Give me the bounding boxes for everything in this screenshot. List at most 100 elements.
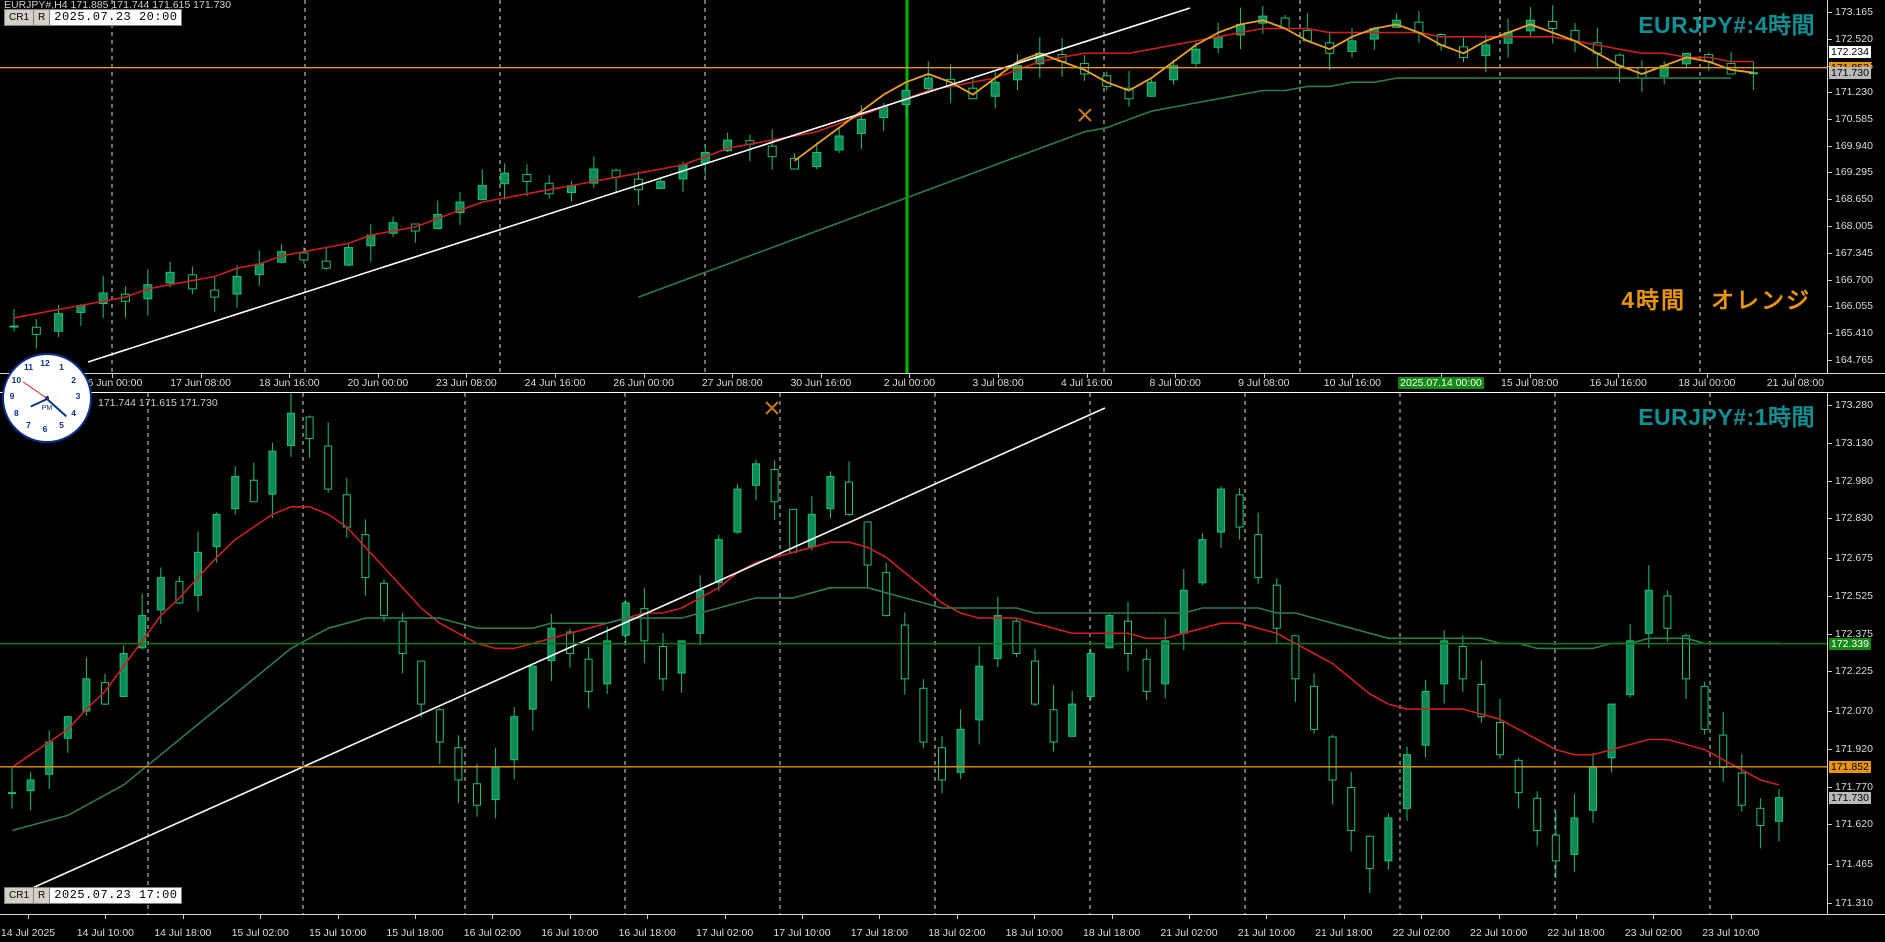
candle-body [733, 488, 742, 533]
time-axis-tick-mark [732, 374, 734, 378]
tick-mark [1828, 557, 1832, 559]
candle-body [1347, 787, 1356, 832]
time-axis-tick-label: 16 Jul 16:00 [1589, 377, 1647, 389]
cross-object-marker[interactable] [765, 401, 779, 415]
candle-body [1086, 653, 1095, 697]
tick-mark [1828, 442, 1832, 444]
candle-body [361, 534, 370, 579]
candle-body [956, 728, 965, 773]
tick-mark [1828, 633, 1832, 635]
chart-plot-area-h4[interactable] [0, 0, 1828, 374]
crosshair-r-button-h4[interactable]: R [33, 9, 50, 26]
candle-body [826, 475, 835, 510]
time-axis-tick-mark [466, 374, 468, 378]
tick-mark [1828, 902, 1832, 904]
time-axis-tick-mark [105, 915, 107, 919]
price-axis-tick: 166.700 [1828, 274, 1885, 286]
trendline[interactable] [87, 7, 1191, 363]
price-axis-tick-label: 166.055 [1835, 300, 1873, 313]
candle-body [1514, 759, 1523, 794]
clock-hour-numeral: 4 [71, 407, 76, 418]
candle-body [268, 450, 277, 495]
candle-body [1213, 36, 1223, 48]
time-axis-tick-label: 30 Jun 16:00 [790, 377, 852, 389]
price-axis-tick-label: 167.345 [1835, 246, 1873, 259]
time-axis-tick-label: 8 Jul 00:00 [1149, 377, 1201, 389]
time-axis-tick-mark [1111, 915, 1113, 919]
candle-body [975, 665, 984, 721]
candle-body [321, 260, 331, 269]
candle-body [812, 151, 822, 168]
candle-body [473, 783, 481, 806]
crosshair-datetime-box-h4[interactable]: CR1 R 2025.07.23 20:00 [4, 9, 183, 26]
crosshair-mode-button-h4[interactable]: CR1 [4, 9, 34, 26]
chart-plot-area-h1[interactable] [0, 393, 1828, 915]
candle-body [1533, 797, 1542, 832]
candle-body [1105, 615, 1114, 649]
time-axis-h1[interactable]: 14 Jul 2025 14 Jul 10:00 14 Jul 18:00 15 Ju… [0, 914, 1885, 942]
ma-line-red [13, 27, 1754, 319]
tick-mark [1828, 252, 1832, 254]
tick-mark [1828, 595, 1832, 597]
crosshair-r-button-h1[interactable]: R [33, 887, 50, 904]
crosshair-mode-button-h1[interactable]: CR1 [4, 887, 34, 904]
price-level-label-green[interactable]: 172.339 [1829, 637, 1871, 650]
candle-body [723, 139, 733, 152]
candle-body [26, 779, 35, 792]
candle-body [1049, 709, 1058, 743]
chart-pane-h1[interactable]: 171.744 171.615 171.730 EURJPY#:1時間 １時間 … [0, 393, 1885, 942]
clock-hour-numeral: 12 [40, 358, 50, 368]
candle-body [1663, 595, 1672, 629]
candle-body [528, 665, 537, 710]
time-axis-tick-label: 16 Jun 00:00 [81, 377, 143, 389]
candle-body [232, 275, 242, 295]
price-axis-h4[interactable]: 173.165172.520171.875171.230170.585169.9… [1827, 0, 1885, 374]
price-level-label-grey[interactable]: 171.730 [1829, 66, 1871, 79]
chart-pane-h4[interactable]: EURJPY#,H4 171.885 171.744 171.615 171.7… [0, 0, 1885, 393]
analog-clock-widget: PM 12 1 2 3 4 5 6 7 8 9 10 11 [2, 353, 92, 443]
candle-body [9, 325, 19, 328]
candle-body [1551, 834, 1560, 862]
trendline[interactable] [9, 407, 1106, 899]
time-axis-tick-mark [724, 915, 726, 919]
time-axis-tick-mark [956, 915, 958, 919]
candle-body [324, 445, 333, 490]
time-axis-tick-label: 14 Jul 18:00 [154, 927, 212, 939]
candle-body [1496, 721, 1504, 756]
candle-body [1737, 772, 1746, 806]
time-axis-tick-mark [1706, 374, 1708, 378]
price-level-label-grey[interactable]: 171.730 [1829, 791, 1871, 804]
price-level-label-orange[interactable]: 171.852 [1829, 760, 1871, 773]
tick-mark [1828, 671, 1832, 673]
crosshair-datetime-box-h1[interactable]: CR1 R 2025.07.23 17:00 [4, 887, 183, 904]
price-axis-tick: 171.920 [1828, 742, 1885, 755]
tick-mark [1828, 824, 1832, 826]
time-axis-tick-mark [492, 915, 494, 919]
price-axis-tick-label: 168.650 [1835, 193, 1873, 206]
candle-body [790, 157, 799, 170]
candle-body [98, 292, 108, 305]
candle-body [919, 687, 928, 743]
time-axis-tick-mark [643, 374, 645, 378]
time-axis-tick-mark [998, 374, 999, 378]
time-axis-tick-label: 18 Jun 16:00 [258, 377, 320, 389]
candle-body [1142, 658, 1151, 692]
cross-object-marker[interactable] [1078, 108, 1092, 122]
candle-body [398, 620, 407, 655]
price-axis-tick-label: 172.520 [1835, 33, 1873, 46]
price-axis-h1[interactable]: 173.280 173.130 172.980 172.830 172.675 172.5… [1827, 393, 1885, 915]
clock-second-hand [22, 381, 48, 399]
tick-mark [1828, 172, 1832, 174]
time-axis-tick-label: 4 Jul 16:00 [1060, 377, 1113, 389]
price-level-label-white[interactable]: 172.234 [1829, 45, 1871, 58]
candle-body [714, 539, 723, 584]
time-axis-tick-label: 16 Jul 18:00 [618, 927, 676, 939]
candle-body [584, 658, 593, 692]
candle-body [175, 580, 184, 604]
candle-body [138, 615, 147, 649]
price-axis-tick-label: 171.920 [1835, 742, 1873, 755]
candle-body [1310, 685, 1318, 730]
candle-body [1644, 589, 1653, 634]
time-axis-h4[interactable]: 16 Jun 00:00 17 Jun 08:00 18 Jun 16:00 20 J… [0, 373, 1885, 392]
time-axis-tick-label: 20 Jun 00:00 [347, 377, 409, 389]
